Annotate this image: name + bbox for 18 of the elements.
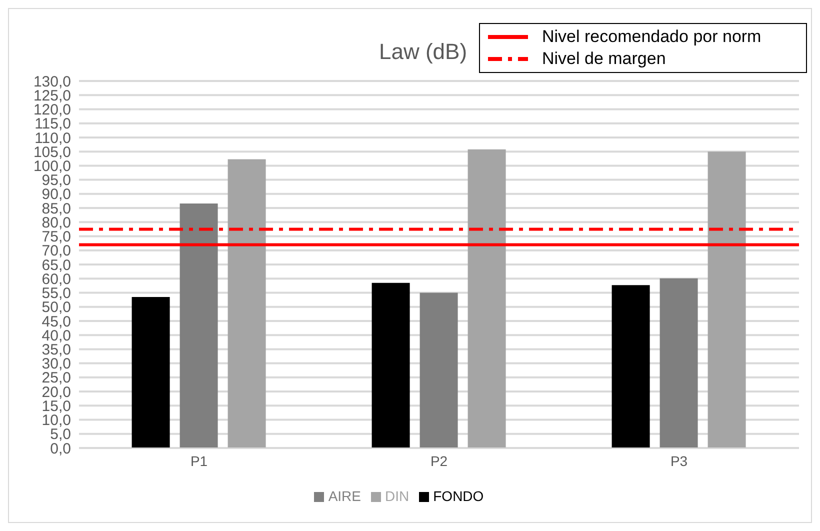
bar [180,204,218,448]
legend-label: DIN [385,488,410,504]
bar [708,152,746,448]
bar [420,292,458,448]
legend-label: FONDO [433,488,484,504]
bar [372,282,410,448]
x-tick-label: P3 [670,452,688,469]
x-tick-label: P1 [190,452,208,469]
bar [468,149,506,448]
chart-title: Law (dB) [379,39,468,65]
legend-label: Nivel recomendado por norm [542,27,762,47]
bar [132,296,170,448]
bar [660,278,698,448]
legend-label: Nivel de margen [542,49,666,69]
x-tick-label: P2 [430,452,448,469]
bar [612,285,650,448]
bar [228,159,266,448]
legend-label: AIRE [328,488,361,504]
